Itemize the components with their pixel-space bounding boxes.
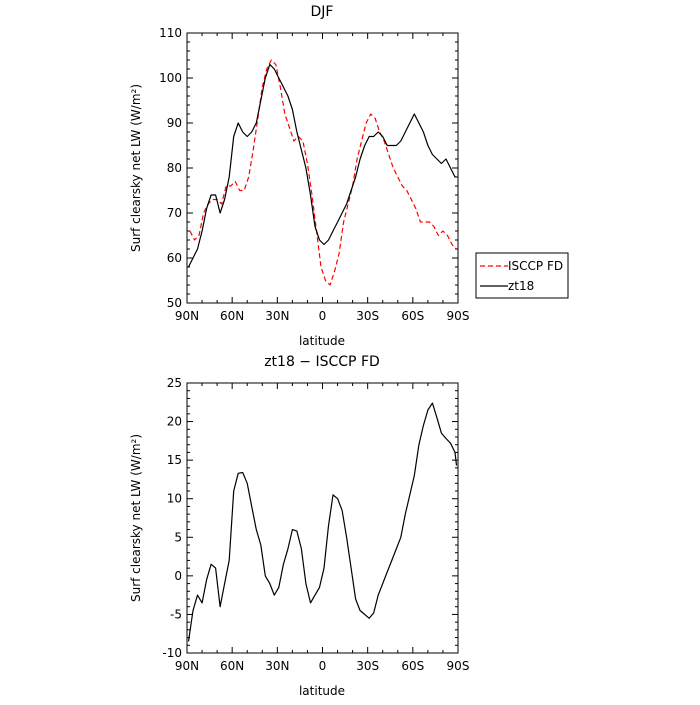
y-tick-label: 100 xyxy=(159,71,182,85)
y-tick-label: 15 xyxy=(167,453,182,467)
ticks: 90N 60N 30N 0 30S 60S 90S 50 60 70 80 90 100 110 xyxy=(159,26,469,323)
y-tick-label: -5 xyxy=(170,607,182,621)
chart-djf: DJF latitude Surf clearsky net LW (W/m²)… xyxy=(129,4,569,348)
x-axis-title: latitude xyxy=(299,334,345,348)
plot-frame xyxy=(186,382,459,654)
x-tick-label: 90S xyxy=(447,309,470,323)
chart-title: zt18 − ISCCP FD xyxy=(264,354,380,370)
x-tick-label: 30S xyxy=(356,659,379,673)
y-tick-label: 5 xyxy=(174,530,182,544)
series-line-isccp-fd xyxy=(189,59,457,286)
series-line-zt18 xyxy=(187,63,457,268)
y-tick-label: 0 xyxy=(174,569,182,583)
x-tick-label: 30N xyxy=(265,659,289,673)
x-tick-label: 30N xyxy=(265,309,289,323)
ticks: 90N 60N 30N 0 30S 60S 90S -10 -5 0 5 10 15 20 25 xyxy=(162,376,469,673)
x-tick-label: 60N xyxy=(220,659,244,673)
legend-box xyxy=(475,252,569,299)
legend: ISCCP FD zt18 xyxy=(475,252,569,299)
chart-difference: zt18 − ISCCP FD latitude Surf clearsky n… xyxy=(129,354,469,698)
x-axis-title: latitude xyxy=(299,684,345,698)
series-line-difference xyxy=(187,402,458,642)
plot-frame xyxy=(186,32,459,304)
y-tick-label: 20 xyxy=(167,415,182,429)
x-tick-label: 90S xyxy=(447,659,470,673)
legend-label-isccp: ISCCP FD xyxy=(508,259,563,273)
x-tick-label: 30S xyxy=(356,309,379,323)
x-tick-label: 90N xyxy=(175,659,199,673)
series-group xyxy=(187,402,458,642)
legend-label-zt18: zt18 xyxy=(508,279,534,293)
x-tick-label: 60N xyxy=(220,309,244,323)
y-tick-label: -10 xyxy=(162,646,182,660)
y-tick-label: 80 xyxy=(167,161,182,175)
y-tick-label: 90 xyxy=(167,116,182,130)
y-tick-label: 60 xyxy=(167,251,182,265)
y-tick-label: 70 xyxy=(167,206,182,220)
x-tick-label: 0 xyxy=(319,309,327,323)
series-group xyxy=(187,59,457,286)
x-tick-label: 60S xyxy=(401,659,424,673)
y-tick-label: 50 xyxy=(167,296,182,310)
x-tick-label: 0 xyxy=(319,659,327,673)
y-axis-title: Surf clearsky net LW (W/m²) xyxy=(129,84,143,252)
y-tick-label: 10 xyxy=(167,492,182,506)
y-tick-label: 110 xyxy=(159,26,182,40)
y-tick-label: 25 xyxy=(167,376,182,390)
x-tick-label: 60S xyxy=(401,309,424,323)
x-tick-label: 90N xyxy=(175,309,199,323)
y-axis-title: Surf clearsky net LW (W/m²) xyxy=(129,434,143,602)
chart-title: DJF xyxy=(311,4,334,20)
